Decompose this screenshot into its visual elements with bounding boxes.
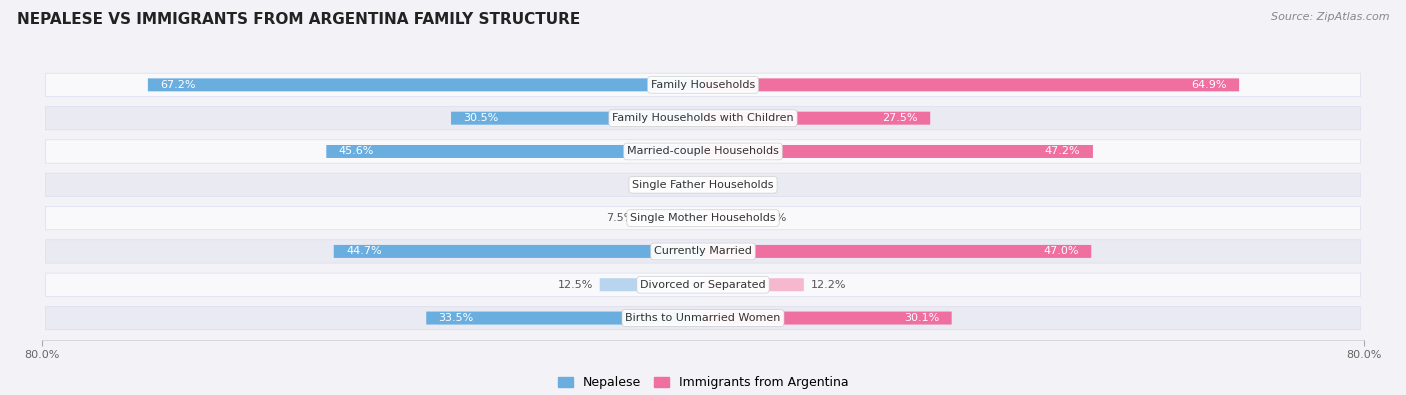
Text: 7.5%: 7.5% — [606, 213, 634, 223]
FancyBboxPatch shape — [426, 312, 703, 325]
FancyBboxPatch shape — [703, 145, 1092, 158]
FancyBboxPatch shape — [600, 278, 703, 291]
FancyBboxPatch shape — [45, 273, 1361, 296]
FancyBboxPatch shape — [45, 73, 1361, 96]
Text: NEPALESE VS IMMIGRANTS FROM ARGENTINA FAMILY STRUCTURE: NEPALESE VS IMMIGRANTS FROM ARGENTINA FA… — [17, 12, 581, 27]
Text: 30.1%: 30.1% — [904, 313, 939, 323]
Text: 67.2%: 67.2% — [160, 80, 195, 90]
Text: Single Mother Households: Single Mother Households — [630, 213, 776, 223]
FancyBboxPatch shape — [451, 112, 703, 125]
Text: Currently Married: Currently Married — [654, 246, 752, 256]
Text: 45.6%: 45.6% — [339, 147, 374, 156]
Text: 30.5%: 30.5% — [464, 113, 499, 123]
FancyBboxPatch shape — [148, 78, 703, 91]
FancyBboxPatch shape — [703, 245, 1091, 258]
Text: 47.2%: 47.2% — [1045, 147, 1080, 156]
FancyBboxPatch shape — [703, 278, 804, 291]
Text: 33.5%: 33.5% — [439, 313, 474, 323]
Text: 64.9%: 64.9% — [1191, 80, 1226, 90]
Text: Births to Unmarried Women: Births to Unmarried Women — [626, 313, 780, 323]
Text: 44.7%: 44.7% — [346, 246, 382, 256]
FancyBboxPatch shape — [45, 240, 1361, 263]
FancyBboxPatch shape — [703, 312, 952, 325]
FancyBboxPatch shape — [45, 107, 1361, 130]
Text: Family Households with Children: Family Households with Children — [612, 113, 794, 123]
Text: Source: ZipAtlas.com: Source: ZipAtlas.com — [1271, 12, 1389, 22]
FancyBboxPatch shape — [703, 212, 752, 225]
Text: 12.5%: 12.5% — [558, 280, 593, 290]
Text: 2.2%: 2.2% — [728, 180, 756, 190]
Text: Married-couple Households: Married-couple Households — [627, 147, 779, 156]
Text: 3.1%: 3.1% — [643, 180, 671, 190]
FancyBboxPatch shape — [45, 173, 1361, 196]
Text: Divorced or Separated: Divorced or Separated — [640, 280, 766, 290]
FancyBboxPatch shape — [703, 112, 931, 125]
FancyBboxPatch shape — [45, 140, 1361, 163]
FancyBboxPatch shape — [45, 207, 1361, 230]
FancyBboxPatch shape — [641, 212, 703, 225]
FancyBboxPatch shape — [45, 307, 1361, 330]
FancyBboxPatch shape — [678, 178, 703, 191]
FancyBboxPatch shape — [333, 245, 703, 258]
Text: Family Households: Family Households — [651, 80, 755, 90]
FancyBboxPatch shape — [326, 145, 703, 158]
Text: 47.0%: 47.0% — [1043, 246, 1078, 256]
Text: 12.2%: 12.2% — [810, 280, 846, 290]
Legend: Nepalese, Immigrants from Argentina: Nepalese, Immigrants from Argentina — [553, 371, 853, 394]
Text: Single Father Households: Single Father Households — [633, 180, 773, 190]
FancyBboxPatch shape — [703, 178, 721, 191]
Text: 27.5%: 27.5% — [883, 113, 918, 123]
FancyBboxPatch shape — [703, 78, 1239, 91]
Text: 5.9%: 5.9% — [758, 213, 787, 223]
